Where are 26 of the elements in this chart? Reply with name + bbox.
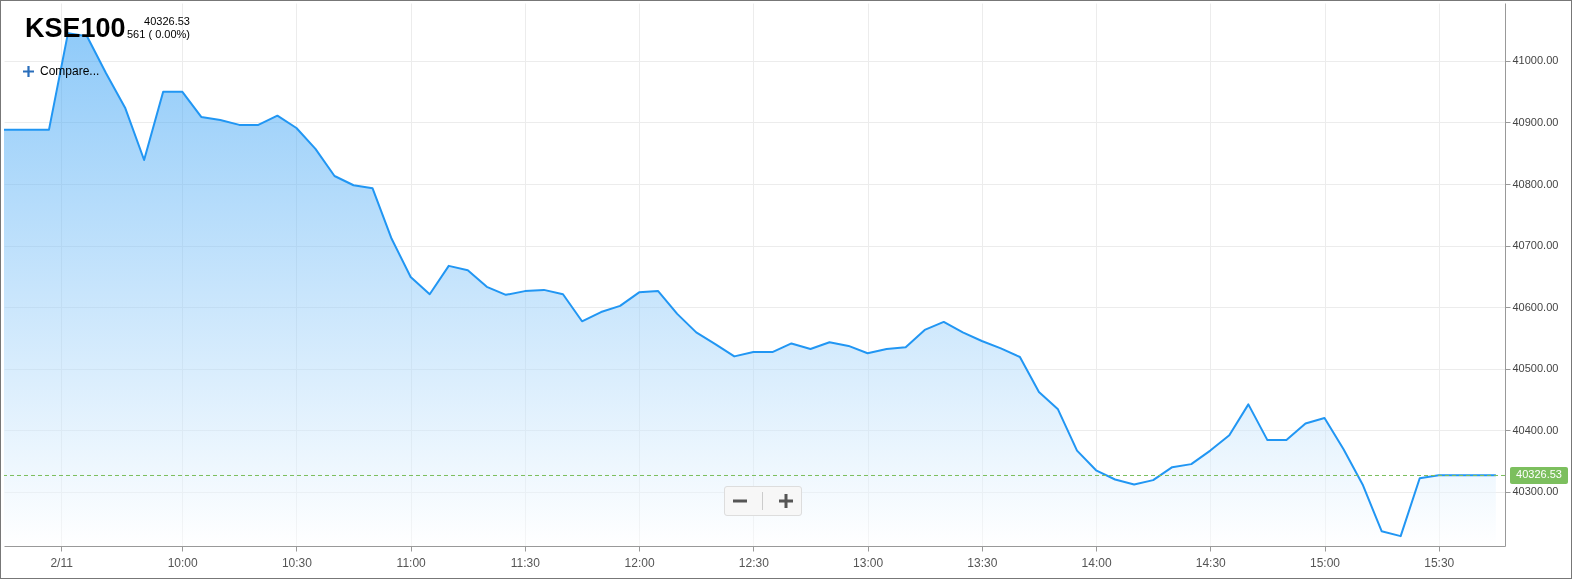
x-tick-label: 13:00 bbox=[853, 555, 884, 570]
x-tick-label: 2/11 bbox=[50, 555, 74, 570]
x-tick-label: 10:30 bbox=[281, 555, 313, 570]
y-tick-label: 40400.00 bbox=[1512, 423, 1559, 436]
y-tick-label: 40900.00 bbox=[1512, 115, 1559, 128]
annotation: 561 ( 0.00%) bbox=[127, 28, 190, 41]
x-tick-label: 12:30 bbox=[738, 555, 770, 570]
x-tick-label: 11:00 bbox=[396, 555, 427, 570]
chart-title: KSE100 bbox=[24, 12, 127, 45]
y-tick-label: 40500.00 bbox=[1512, 362, 1559, 375]
x-tick-label: 15:30 bbox=[1424, 555, 1455, 570]
y-tick-label: 40300.00 bbox=[1512, 485, 1559, 498]
y-tick-label: 40600.00 bbox=[1512, 300, 1559, 313]
x-tick-label: 12:00 bbox=[624, 555, 655, 570]
ref-line-label: 40326.53 bbox=[1516, 468, 1562, 481]
y-tick-label: 40800.00 bbox=[1512, 177, 1559, 190]
y-tick-label: 40700.00 bbox=[1512, 239, 1559, 252]
x-tick-label: 13:30 bbox=[967, 555, 998, 570]
x-tick-label: 10:00 bbox=[167, 555, 199, 570]
annotation: Compare... bbox=[40, 64, 100, 78]
y-tick-label: 41000.00 bbox=[1512, 54, 1559, 67]
text: 40326.53 bbox=[143, 15, 190, 28]
x-tick-label: 11:30 bbox=[510, 555, 541, 570]
x-tick-label: 14:30 bbox=[1195, 555, 1227, 570]
x-tick-label: 15:00 bbox=[1310, 555, 1341, 570]
x-tick-label: 14:00 bbox=[1081, 555, 1112, 570]
